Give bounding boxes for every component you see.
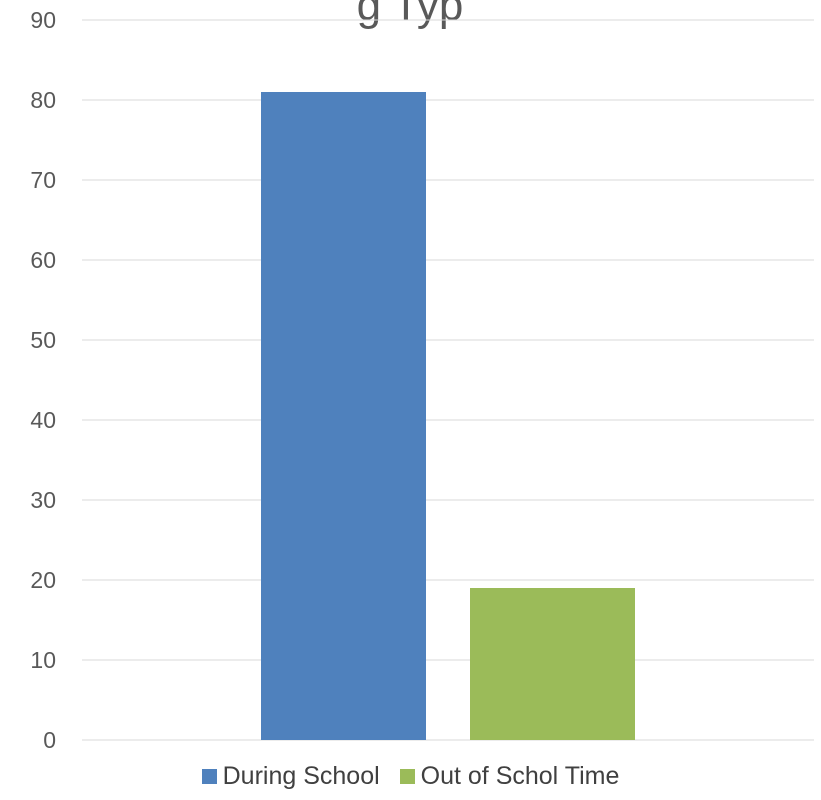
legend-swatch-during-school	[201, 769, 217, 784]
y-axis-tick-labels: 0 10 20 30 40 50 60 70 80 90	[30, 7, 56, 753]
legend-item-out-of-school-time: Out of Schol Time	[399, 762, 620, 791]
y-tick-label-30: 30	[30, 487, 56, 513]
y-tick-label-20: 20	[30, 567, 56, 593]
y-tick-label-40: 40	[30, 407, 56, 433]
legend-label-during-school: During School	[222, 762, 380, 790]
y-tick-label-90: 90	[30, 7, 56, 33]
y-tick-label-60: 60	[30, 247, 56, 273]
y-tick-label-10: 10	[30, 647, 56, 673]
bar-during-school	[261, 92, 426, 740]
gridlines	[82, 19, 814, 741]
bar-out-of-schol-time	[470, 588, 635, 740]
y-tick-label-80: 80	[30, 87, 56, 113]
y-tick-label-0: 0	[43, 727, 56, 753]
legend-label-out-of-school-time: Out of Schol Time	[420, 762, 620, 790]
legend-swatch-out-of-school-time	[399, 769, 415, 784]
legend: During School Out of Schol Time	[0, 762, 821, 791]
bars	[261, 92, 635, 740]
y-tick-label-50: 50	[30, 327, 56, 353]
y-tick-label-70: 70	[30, 167, 56, 193]
chart-title: g Typ	[357, 0, 464, 30]
legend-item-during-school: During School	[201, 762, 380, 791]
